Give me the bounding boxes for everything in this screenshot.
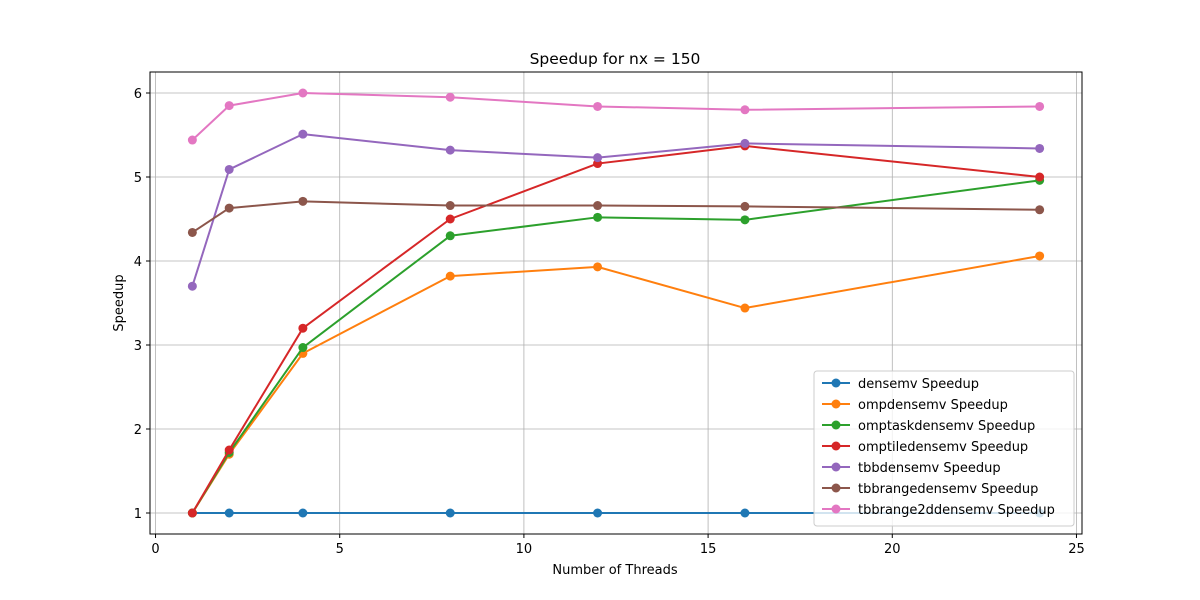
- data-point: [1035, 251, 1045, 261]
- x-tick-label: 5: [336, 542, 344, 557]
- series-5: [187, 196, 1045, 237]
- x-axis-label: Number of Threads: [552, 563, 677, 578]
- data-point: [224, 508, 234, 518]
- legend-marker: [831, 420, 841, 430]
- data-point: [593, 101, 603, 111]
- legend-item: tbbrange2ddensemv Speedup: [822, 503, 1055, 518]
- legend-marker: [831, 462, 841, 472]
- legend-marker: [831, 378, 841, 388]
- data-point: [224, 445, 234, 455]
- legend-label: tbbrange2ddensemv Speedup: [858, 503, 1055, 518]
- data-point: [445, 145, 455, 155]
- data-point: [1035, 101, 1045, 111]
- legend-marker: [831, 504, 841, 514]
- x-tick-label: 15: [700, 542, 717, 557]
- legend-item: omptiledensemv Speedup: [822, 440, 1028, 455]
- legend-item: densemv Speedup: [822, 377, 979, 392]
- data-point: [1035, 172, 1045, 182]
- y-tick-label: 3: [134, 339, 142, 354]
- y-tick-label: 5: [134, 171, 142, 186]
- data-point: [593, 201, 603, 211]
- x-tick-label: 20: [884, 542, 901, 557]
- series-4: [187, 129, 1045, 291]
- data-point: [740, 508, 750, 518]
- data-point: [593, 262, 603, 272]
- legend-label: tbbrangedensemv Speedup: [858, 482, 1038, 497]
- legend-item: tbbdensemv Speedup: [822, 461, 1001, 476]
- legend-item: omptaskdensemv Speedup: [822, 419, 1035, 434]
- x-tick-label: 10: [516, 542, 533, 557]
- y-tick-label: 4: [134, 255, 142, 270]
- data-point: [298, 343, 308, 353]
- legend: densemv Speedup ompdensemv Speedup omptask…: [813, 370, 1075, 527]
- y-tick-label: 1: [134, 507, 142, 522]
- y-axis-ticks: 1 2 3 4 5 6: [134, 87, 150, 522]
- data-point: [445, 271, 455, 281]
- data-point: [445, 231, 455, 241]
- y-tick-label: 6: [134, 87, 142, 102]
- data-point: [187, 281, 197, 291]
- x-axis-ticks: 0 5 10 15 20 25: [151, 534, 1085, 557]
- data-point: [224, 164, 234, 174]
- data-point: [740, 105, 750, 115]
- legend-marker: [831, 399, 841, 409]
- series-layer: [187, 88, 1045, 518]
- plot-frame: [149, 71, 1083, 535]
- data-point: [187, 227, 197, 237]
- y-axis-label: Speedup: [112, 274, 127, 331]
- data-point: [298, 323, 308, 333]
- data-point: [445, 214, 455, 224]
- data-point: [298, 88, 308, 98]
- data-point: [298, 508, 308, 518]
- legend-label: densemv Speedup: [858, 377, 979, 392]
- legend-item: tbbrangedensemv Speedup: [822, 482, 1038, 497]
- data-point: [740, 138, 750, 148]
- data-point: [740, 215, 750, 225]
- data-point: [1035, 143, 1045, 153]
- data-point: [445, 201, 455, 211]
- data-point: [593, 212, 603, 222]
- y-tick-label: 2: [134, 423, 142, 438]
- data-point: [593, 508, 603, 518]
- data-point: [445, 92, 455, 102]
- data-point: [445, 508, 455, 518]
- series-6: [187, 88, 1045, 145]
- x-tick-label: 0: [151, 542, 159, 557]
- legend-label: omptaskdensemv Speedup: [858, 419, 1035, 434]
- chart-title: Speedup for nx = 150: [530, 50, 701, 68]
- data-point: [298, 196, 308, 206]
- legend-label: tbbdensemv Speedup: [858, 461, 1001, 476]
- legend-box: [813, 370, 1075, 527]
- legend-marker: [831, 483, 841, 493]
- data-point: [740, 201, 750, 211]
- data-point: [740, 303, 750, 313]
- legend-item: ompdensemv Speedup: [822, 398, 1008, 413]
- data-point: [187, 135, 197, 145]
- legend-label: ompdensemv Speedup: [858, 398, 1008, 413]
- data-point: [298, 129, 308, 139]
- x-tick-label: 25: [1068, 542, 1085, 557]
- data-point: [224, 203, 234, 213]
- data-point: [593, 153, 603, 163]
- legend-marker: [831, 441, 841, 451]
- legend-label: omptiledensemv Speedup: [858, 440, 1028, 455]
- data-point: [224, 101, 234, 111]
- data-point: [1035, 205, 1045, 215]
- data-point: [187, 508, 197, 518]
